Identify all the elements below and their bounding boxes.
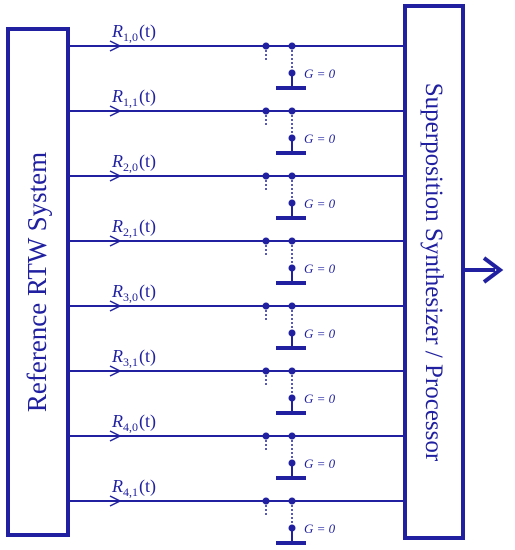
switch-label: G = 0 [304,456,336,471]
signal-argument: (t) [139,346,156,367]
signal-label: R1,1(t) [111,86,156,109]
signal-subscript: 4,1 [123,485,138,499]
signal-symbol: R [111,346,123,366]
signal-label: R3,0(t) [111,281,156,304]
signal-symbol: R [111,281,123,301]
switch-label: G = 0 [304,196,336,211]
output-arrowhead [482,256,504,284]
signal-subscript: 2,1 [123,225,138,239]
switch-label: G = 0 [304,521,336,536]
signal-argument: (t) [139,476,156,497]
signal-arrowhead [109,170,122,182]
signal-arrowhead [109,105,122,117]
signal-subscript: 1,1 [123,95,138,109]
signal-symbol: R [111,86,123,106]
switch-label: G = 0 [304,66,336,81]
sink-label: Superposition Synthesizer / Processor [420,83,447,462]
switch-label: G = 0 [304,131,336,146]
signal-symbol: R [111,151,123,171]
signal-arrowhead [109,430,122,442]
signal-arrowhead [109,40,122,52]
signal-symbol: R [111,411,123,431]
signal-symbol: R [111,216,123,236]
signal-subscript: 1,0 [123,30,138,44]
signal-arrowhead [109,495,122,507]
signal-label: R1,0(t) [111,21,156,44]
signal-arrowhead [109,300,122,312]
source-box [6,27,70,537]
signal-argument: (t) [139,281,156,302]
signal-subscript: 4,0 [123,420,138,434]
signal-arrowhead [109,235,122,247]
signal-symbol: R [111,476,123,496]
switch-label: G = 0 [304,326,336,341]
signal-label: R2,1(t) [111,216,156,239]
signal-subscript: 3,0 [123,290,138,304]
signal-label: R4,1(t) [111,476,156,499]
switch-label: G = 0 [304,261,336,276]
signal-argument: (t) [139,216,156,237]
signal-argument: (t) [139,86,156,107]
source-label: Reference RTW System [22,152,52,412]
signal-label: R4,0(t) [111,411,156,434]
signal-argument: (t) [139,411,156,432]
signal-subscript: 2,0 [123,160,138,174]
switch-label: G = 0 [304,391,336,406]
signal-symbol: R [111,21,123,41]
signal-label: R2,0(t) [111,151,156,174]
signal-argument: (t) [139,21,156,42]
signal-subscript: 3,1 [123,355,138,369]
signal-label: R3,1(t) [111,346,156,369]
signal-argument: (t) [139,151,156,172]
signal-arrowhead [109,365,122,377]
